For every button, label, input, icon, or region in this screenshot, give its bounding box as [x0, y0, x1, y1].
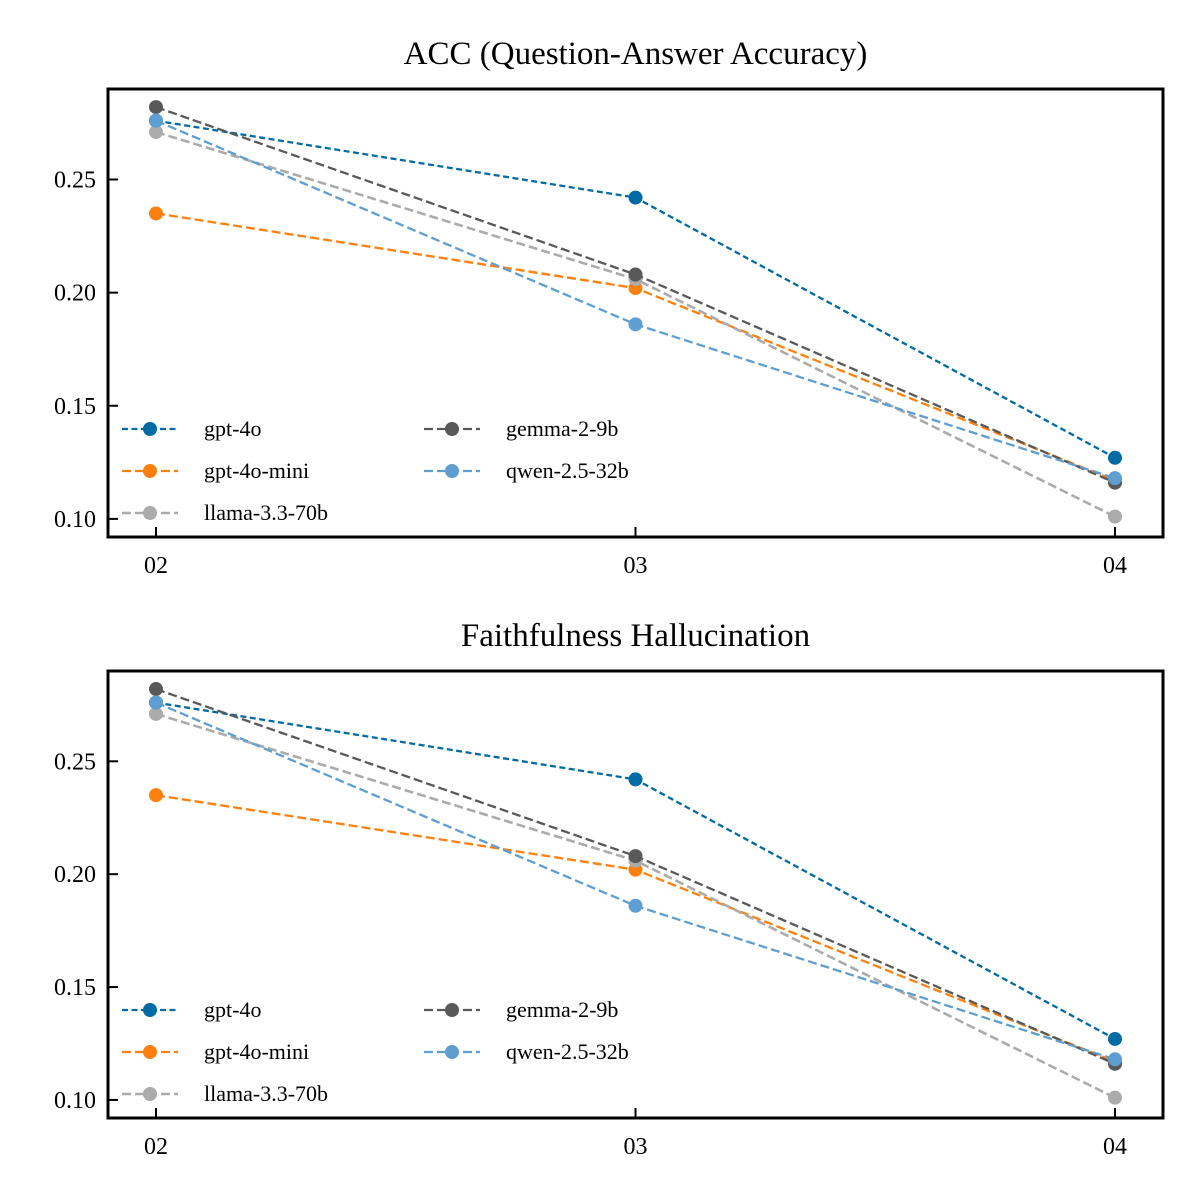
- legend-label-gemma-2-9b: gemma-2-9b: [506, 997, 618, 1022]
- data-point-qwen-2.5-32b: [628, 898, 643, 913]
- data-point-qwen-2.5-32b: [628, 317, 643, 332]
- legend-label-llama-3.3-70b: llama-3.3-70b: [204, 500, 328, 525]
- legend-marker-qwen-2.5-32b: [445, 1045, 459, 1059]
- data-point-llama-3.3-70b: [149, 706, 163, 721]
- legend-marker-llama-3.3-70b: [143, 1087, 157, 1101]
- y-tick-label: 0.20: [54, 862, 96, 888]
- legend-marker-gemma-2-9b: [445, 1003, 459, 1017]
- chart-title: Faithfulness Hallucination: [461, 618, 810, 654]
- data-point-gpt-4o: [628, 772, 643, 787]
- data-point-gpt-4o: [1108, 450, 1122, 465]
- data-point-gemma-2-9b: [628, 849, 643, 864]
- y-tick-label: 0.20: [54, 281, 96, 307]
- data-point-gemma-2-9b: [149, 100, 163, 115]
- x-tick-label: 03: [624, 1134, 648, 1160]
- x-tick-label: 04: [1103, 1134, 1127, 1160]
- data-point-llama-3.3-70b: [1108, 1090, 1122, 1105]
- y-tick-label: 0.25: [54, 168, 96, 194]
- legend-label-gemma-2-9b: gemma-2-9b: [506, 416, 618, 441]
- series-line-qwen-2.5-32b: [155, 119, 1116, 480]
- data-point-gpt-4o: [1108, 1031, 1122, 1046]
- legend: gpt-4o gpt-4o-mini llama-3.3-70b gemma-2-9b…: [122, 416, 629, 525]
- legend-marker-gpt-4o: [143, 1003, 157, 1017]
- legend-marker-qwen-2.5-32b: [445, 464, 459, 478]
- data-point-gemma-2-9b: [628, 267, 643, 282]
- legend-marker-llama-3.3-70b: [143, 506, 157, 520]
- plot-frame: [106, 669, 1165, 1120]
- legend-label-gpt-4o: gpt-4o: [204, 997, 261, 1022]
- legend-marker-gpt-4o-mini: [143, 1045, 157, 1059]
- legend-marker-gpt-4o-mini: [143, 464, 157, 478]
- chart-panel-2: Faithfulness Hallucination 0.10 0.15 0.20 0.…: [54, 618, 1165, 1160]
- data-point-gpt-4o-mini: [149, 788, 163, 803]
- y-tick-label: 0.10: [54, 507, 96, 533]
- chart-title: ACC (Question-Answer Accuracy): [404, 36, 868, 72]
- y-tick-label: 0.15: [54, 975, 96, 1001]
- y-tick-label: 0.25: [54, 749, 96, 775]
- legend-label-qwen-2.5-32b: qwen-2.5-32b: [506, 1039, 629, 1064]
- x-tick-label: 02: [144, 553, 168, 579]
- series-line-gpt-4o-mini: [155, 212, 1116, 482]
- plot-frame: [106, 87, 1165, 539]
- y-tick-label: 0.15: [54, 394, 96, 420]
- legend-label-llama-3.3-70b: llama-3.3-70b: [204, 1081, 328, 1106]
- x-tick-label: 02: [144, 1134, 168, 1160]
- legend-label-gpt-4o-mini: gpt-4o-mini: [204, 458, 309, 483]
- data-point-qwen-2.5-32b: [149, 695, 163, 710]
- data-point-llama-3.3-70b: [149, 124, 163, 139]
- x-tick-label: 03: [624, 553, 648, 579]
- y-tick-label: 0.10: [54, 1088, 96, 1114]
- legend-label-gpt-4o: gpt-4o: [204, 416, 261, 441]
- data-point-qwen-2.5-32b: [1108, 471, 1122, 486]
- legend: gpt-4o gpt-4o-mini llama-3.3-70b gemma-2-9b…: [122, 997, 629, 1106]
- chart-panel-1: ACC (Question-Answer Accuracy) 0.10 0.15 0.…: [54, 36, 1165, 579]
- legend-label-gpt-4o-mini: gpt-4o-mini: [204, 1039, 309, 1064]
- data-point-gemma-2-9b: [149, 682, 163, 697]
- data-point-gpt-4o-mini: [149, 206, 163, 221]
- legend-marker-gemma-2-9b: [445, 422, 459, 436]
- x-tick-label: 04: [1103, 553, 1127, 579]
- series-line-qwen-2.5-32b: [155, 701, 1116, 1061]
- data-point-qwen-2.5-32b: [149, 113, 163, 128]
- legend-label-qwen-2.5-32b: qwen-2.5-32b: [506, 458, 629, 483]
- data-point-gpt-4o: [628, 190, 643, 205]
- data-point-qwen-2.5-32b: [1108, 1052, 1122, 1067]
- series-line-gpt-4o-mini: [155, 794, 1116, 1063]
- data-point-llama-3.3-70b: [1108, 509, 1122, 524]
- legend-marker-gpt-4o: [143, 422, 157, 436]
